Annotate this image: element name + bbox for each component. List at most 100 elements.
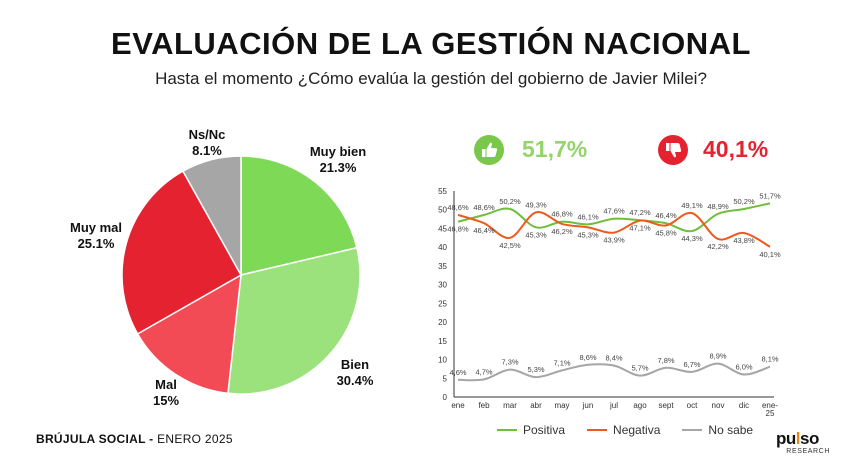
data-label-negativa: 43,8% — [733, 236, 755, 245]
data-label-positiva: 46,8% — [551, 210, 573, 219]
data-label-negativa: 46,2% — [551, 227, 573, 236]
data-label-negativa: 48,6% — [447, 203, 469, 212]
legend-item-no-sabe: No sabe — [682, 423, 753, 437]
data-label-positiva: 50,2% — [499, 197, 521, 206]
data-label-no-sabe: 4,7% — [475, 367, 492, 376]
x-tick-label: oct — [687, 401, 698, 410]
legend-label: Positiva — [523, 423, 566, 437]
x-tick-label: may — [554, 401, 569, 410]
footer-date: ENERO 2025 — [157, 432, 233, 446]
y-tick-label: 20 — [438, 318, 447, 327]
x-tick-label: mar — [503, 401, 517, 410]
data-label-no-sabe: 6,0% — [735, 363, 752, 372]
pie-label-name: Mal — [155, 377, 177, 392]
legend-item-positiva: Positiva — [497, 423, 565, 437]
positive-highlight: 51,7% — [522, 136, 588, 162]
y-tick-label: 30 — [438, 281, 447, 290]
data-label-positiva: 46,1% — [577, 212, 599, 221]
x-tick-label: jun — [582, 401, 594, 410]
y-tick-label: 25 — [438, 299, 447, 308]
footer-brand: BRÚJULA SOCIAL - ENERO 2025 — [36, 432, 233, 446]
pie-label-name: Ns/Nc — [188, 127, 226, 142]
negative-highlight: 40,1% — [703, 136, 769, 162]
x-tick-label: ene- — [762, 401, 778, 410]
data-label-negativa: 49,3% — [525, 200, 547, 209]
data-label-negativa: 43,9% — [603, 236, 625, 245]
pie-label-bien: Bien 30.4% — [320, 357, 390, 389]
y-tick-label: 40 — [438, 243, 447, 252]
y-tick-label: 50 — [438, 206, 447, 215]
thumbs-up-icon — [474, 135, 504, 165]
data-label-no-sabe: 8,4% — [605, 354, 622, 363]
data-label-no-sabe: 8,9% — [709, 352, 726, 361]
y-tick-label: 55 — [438, 187, 447, 196]
y-tick-label: 5 — [443, 374, 448, 383]
thumbs-down-icon — [658, 135, 688, 165]
data-label-negativa: 47,1% — [629, 224, 651, 233]
data-label-negativa: 42,5% — [499, 241, 521, 250]
legend-swatch — [682, 429, 703, 431]
data-label-positiva: 46,4% — [655, 211, 677, 220]
x-tick-label: ago — [633, 401, 647, 410]
x-tick-label: abr — [530, 401, 542, 410]
x-tick-label: dic — [739, 401, 749, 410]
legend-label: Negativa — [613, 423, 661, 437]
data-label-negativa: 46,4% — [473, 226, 495, 235]
y-tick-label: 0 — [443, 393, 448, 402]
legend-swatch — [587, 429, 608, 431]
logo-subtitle: RESEARCH — [786, 448, 830, 455]
series-line-negativa — [457, 211, 771, 248]
legend-item-negativa: Negativa — [587, 423, 660, 437]
x-tick-label: 25 — [766, 409, 775, 418]
footer-brand-name: BRÚJULA SOCIAL - — [36, 432, 154, 446]
pie-label-value: 8.1% — [192, 143, 222, 158]
pie-label-name: Muy bien — [309, 144, 367, 159]
data-label-no-sabe: 7,1% — [553, 358, 570, 367]
legend-label: No sabe — [708, 423, 754, 437]
y-tick-label: 45 — [438, 224, 447, 233]
x-tick-label: feb — [478, 401, 490, 410]
data-label-no-sabe: 4,6% — [449, 368, 466, 377]
data-label-negativa: 40,1% — [759, 250, 781, 259]
data-label-negativa: 49,1% — [681, 201, 703, 210]
series-line-no-sabe — [457, 362, 771, 382]
y-tick-label: 15 — [438, 337, 447, 346]
pie-label-name: Muy mal — [69, 220, 122, 235]
x-tick-label: nov — [712, 401, 725, 410]
logo-wordmark: pulso — [776, 429, 819, 448]
data-label-positiva: 46,8% — [447, 225, 469, 234]
data-label-positiva: 47,2% — [629, 208, 651, 217]
data-label-positiva: 45,3% — [525, 230, 547, 239]
x-tick-label: ene — [451, 401, 465, 410]
data-label-no-sabe: 8,1% — [761, 355, 778, 364]
x-tick-label: jul — [609, 401, 618, 410]
legend-swatch — [497, 429, 517, 431]
page-title: EVALUACIÓN DE LA GESTIÓN NACIONAL — [111, 26, 751, 61]
series-line-positiva — [457, 202, 771, 233]
pie-slice-muy-mal — [121, 170, 243, 335]
pie-label-value: 30.4% — [336, 373, 374, 388]
pie-label-muy-mal: Muy mal 25.1% — [56, 220, 136, 252]
pie-label-value: 21.3% — [319, 160, 357, 175]
data-label-positiva: 48,9% — [707, 202, 729, 211]
pie-slice-ns-nc — [181, 155, 242, 278]
data-label-positiva: 51,7% — [759, 191, 781, 200]
pie-slice-mal — [136, 273, 242, 395]
data-label-no-sabe: 5,3% — [527, 365, 544, 374]
data-label-negativa: 42,2% — [707, 242, 729, 251]
y-tick-label: 35 — [438, 262, 447, 271]
data-label-positiva: 47,6% — [603, 207, 625, 216]
data-label-no-sabe: 8,6% — [579, 353, 596, 362]
data-label-positiva: 50,2% — [733, 197, 755, 206]
pie-label-muy-bien: Muy bien 21.3% — [298, 144, 378, 176]
pie-label-ns-nc: Ns/Nc 8.1% — [172, 127, 242, 159]
pie-label-mal: Mal 15% — [136, 377, 196, 409]
pulso-logo: pulso RESEARCH — [776, 430, 836, 456]
data-label-negativa: 45,3% — [577, 230, 599, 239]
pie-label-name: Bien — [340, 357, 370, 372]
page-subtitle: Hasta el momento ¿Cómo evalúa la gestión… — [155, 69, 707, 88]
data-label-no-sabe: 6,7% — [683, 360, 700, 369]
data-label-positiva: 48,6% — [473, 203, 495, 212]
data-label-positiva: 44,3% — [681, 234, 703, 243]
